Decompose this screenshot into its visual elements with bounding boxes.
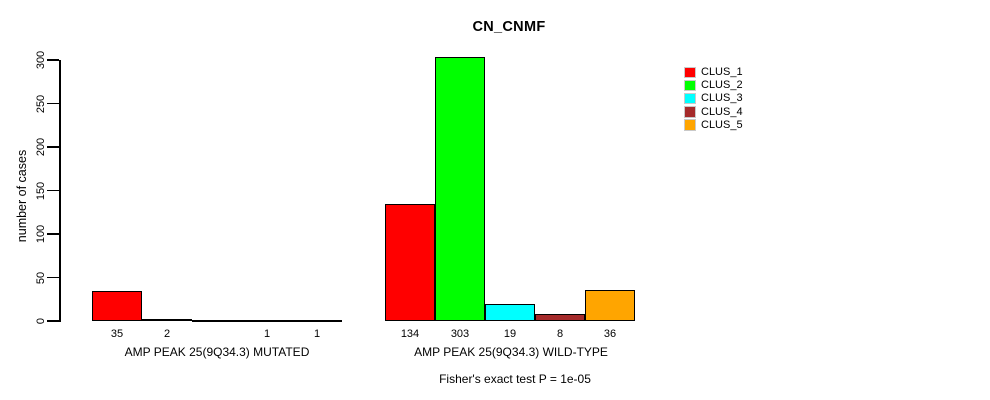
y-axis-tick	[47, 102, 59, 105]
y-axis-tick	[47, 276, 59, 279]
bar-count-label: 35	[110, 328, 124, 340]
legend-swatch-clus_2	[684, 79, 696, 92]
bar-count-label: 2	[163, 328, 171, 340]
y-axis-tick	[47, 146, 59, 148]
y-axis-tick	[47, 320, 59, 322]
bar-clus_4-group2	[535, 314, 585, 321]
legend-label-clus_4: CLUS_4	[701, 105, 743, 118]
bar-count-label: 19	[503, 328, 517, 340]
bar-clus_1-group1	[92, 290, 142, 321]
y-axis-label: number of cases	[15, 149, 29, 243]
bar-clus_5-group2	[585, 289, 635, 321]
bar-count-label: 134	[400, 328, 420, 340]
legend-swatch-clus_4	[684, 106, 696, 118]
legend-label-clus_5: CLUS_5	[701, 118, 743, 131]
bar-count-label: 303	[450, 328, 470, 340]
legend-swatch-clus_1	[684, 66, 696, 78]
bar-count-label: 8	[556, 328, 564, 340]
legend-label-clus_2: CLUS_2	[701, 79, 743, 92]
bar-clus_2-group1	[142, 319, 192, 322]
x-category-label-wild-type: AMP PEAK 25(9Q34.3) WILD-TYPE	[414, 345, 608, 359]
y-tick-label: 250	[34, 94, 47, 113]
chart-title: CN_CNMF	[472, 19, 546, 35]
bar-clus_5-group1	[292, 319, 342, 322]
y-axis-line	[59, 60, 61, 322]
y-axis-tick	[47, 59, 59, 61]
bar-clus_2-group2	[435, 57, 485, 321]
y-tick-label: 200	[34, 137, 47, 157]
y-tick-label: 0	[34, 317, 47, 325]
bar-count-label: 1	[263, 328, 271, 340]
bar-clus_1-group2	[385, 204, 435, 321]
legend-swatch-clus_3	[684, 92, 696, 105]
y-tick-label: 300	[34, 50, 47, 70]
bar-clus_3-group2	[485, 304, 535, 321]
y-axis-tick	[47, 233, 59, 235]
y-tick-label: 150	[34, 181, 47, 200]
y-axis-tick	[47, 189, 59, 192]
y-tick-label: 100	[34, 224, 47, 244]
x-category-label-mutated: AMP PEAK 25(9Q34.3) MUTATED	[124, 345, 310, 359]
bar-count-label: 36	[603, 328, 617, 340]
bar-count-label: 1	[313, 328, 321, 340]
legend-swatch-clus_5	[684, 119, 696, 131]
legend-label-clus_3: CLUS_3	[701, 92, 743, 105]
y-tick-label: 50	[34, 271, 47, 284]
bar-clus_4-group1	[242, 319, 292, 322]
legend-label-clus_1: CLUS_1	[701, 66, 743, 78]
bar-clus_3-group1	[192, 319, 242, 322]
fisher-test-footnote: Fisher's exact test P = 1e-05	[439, 372, 591, 386]
